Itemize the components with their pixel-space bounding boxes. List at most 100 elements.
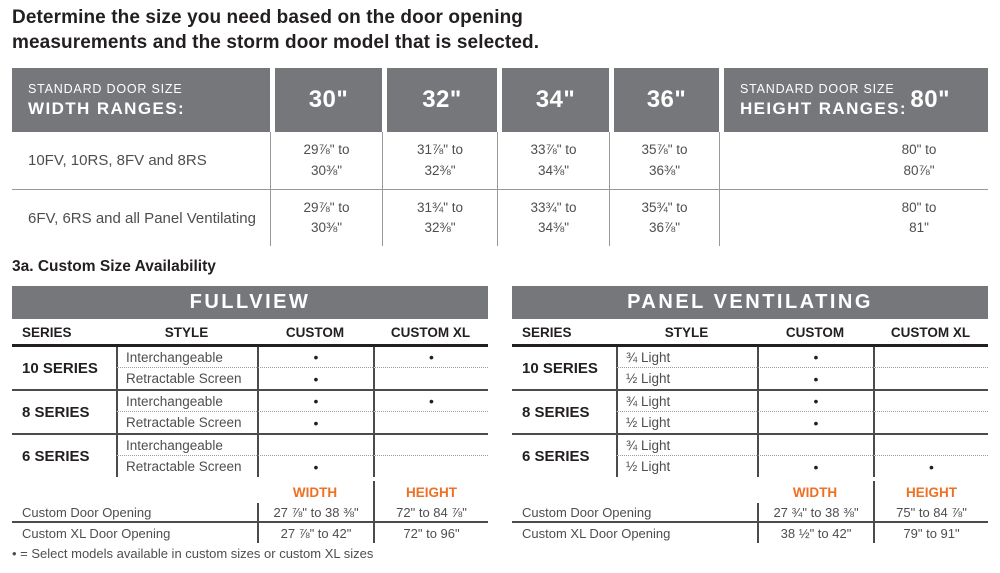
width-range-value: 33¾" to 34⅜" bbox=[497, 190, 609, 246]
custom-xl-width-range: 38 ½" to 42" bbox=[757, 523, 873, 543]
column-header-style: STYLE bbox=[164, 325, 209, 340]
column-header-custom: CUSTOM bbox=[285, 325, 345, 340]
height-header: HEIGHT bbox=[873, 481, 988, 503]
height-column-80: 80" bbox=[910, 86, 950, 113]
custom-xl-door-opening-row: Custom XL Door Opening 27 ⅞" to 42" 72" … bbox=[12, 523, 488, 543]
height-ranges-header-label: STANDARD DOOR SIZE HEIGHT RANGES: bbox=[740, 82, 907, 119]
dot-legend-footnote: • = Select models available in custom si… bbox=[12, 546, 374, 561]
width-column-30: 30" bbox=[270, 68, 382, 132]
standard-door-size-table: STANDARD DOOR SIZE WIDTH RANGES: 30" 32"… bbox=[12, 68, 988, 246]
style-label: ¾ Light bbox=[616, 435, 757, 456]
width-column-36: 36" bbox=[609, 68, 719, 132]
series-label: 6 SERIES bbox=[522, 447, 590, 465]
style-label: Retractable Screen bbox=[116, 456, 257, 477]
width-range-value: 31⅞" to 32⅜" bbox=[382, 132, 497, 189]
standard-size-header-row: STANDARD DOOR SIZE WIDTH RANGES: 30" 32"… bbox=[12, 68, 988, 132]
width-column-32: 32" bbox=[382, 68, 497, 132]
width-header: WIDTH bbox=[792, 484, 838, 500]
page-title: Determine the size you need based on the… bbox=[12, 7, 540, 54]
height-ranges-header-cell: STANDARD DOOR SIZE HEIGHT RANGES: 80" bbox=[719, 68, 988, 132]
custom-xl-height-range: 72" to 96" bbox=[373, 523, 488, 543]
custom-xl-availability-dot bbox=[373, 368, 488, 389]
style-label: Retractable Screen bbox=[116, 412, 257, 433]
width-header: WIDTH bbox=[292, 484, 338, 500]
column-header-style: STYLE bbox=[664, 325, 709, 340]
fullview-column-headers: SERIES STYLE CUSTOM CUSTOM XL bbox=[12, 321, 488, 347]
style-label: ½ Light bbox=[616, 412, 757, 433]
size-row-label: Custom Door Opening bbox=[522, 504, 652, 520]
fullview-size-headers: WIDTH HEIGHT bbox=[12, 477, 488, 503]
series-label: 10 SERIES bbox=[522, 359, 598, 377]
width-range-value: 33⅞" to 34⅜" bbox=[497, 132, 609, 189]
custom-height-range: 75" to 84 ⅞" bbox=[873, 503, 988, 521]
height-range-cell: 80" to 80⅞" bbox=[719, 132, 988, 189]
custom-size-heading: 3a. Custom Size Availability bbox=[12, 258, 216, 275]
row-label: 6FV, 6RS and all Panel Ventilating bbox=[28, 209, 256, 227]
custom-availability-dot: • bbox=[257, 347, 373, 368]
style-label: Interchangeable bbox=[116, 435, 257, 456]
height-range-value: 80" to 81" bbox=[901, 199, 937, 235]
width-ranges-header-line1: STANDARD DOOR SIZE bbox=[28, 81, 183, 96]
style-label: Interchangeable bbox=[116, 391, 257, 412]
height-range-value: 80" to 80⅞" bbox=[901, 142, 937, 178]
custom-availability-dot: • bbox=[757, 368, 873, 389]
column-header-custom: CUSTOM bbox=[785, 325, 845, 340]
custom-availability-dot: • bbox=[757, 391, 873, 412]
style-label: Retractable Screen bbox=[116, 368, 257, 389]
series-group-8: 8 SERIES ¾ Light • ½ Light • bbox=[512, 389, 988, 433]
custom-xl-availability-dot: • bbox=[873, 456, 988, 477]
series-group-10: 10 SERIES ¾ Light • ½ Light • bbox=[512, 347, 988, 389]
custom-xl-availability-dot bbox=[873, 347, 988, 368]
series-group-8: 8 SERIES Interchangeable • • Retractable… bbox=[12, 389, 488, 433]
panel-ventilating-title-bar: PANEL VENTILATING bbox=[512, 286, 988, 319]
column-header-custom-xl: CUSTOM XL bbox=[390, 325, 471, 340]
style-label: ¾ Light bbox=[616, 391, 757, 412]
series-group-6: 6 SERIES ¾ Light ½ Light • • bbox=[512, 433, 988, 477]
custom-height-range: 72" to 84 ⅞" bbox=[373, 503, 488, 521]
custom-door-opening-row: Custom Door Opening 27 ⅞" to 38 ⅜" 72" t… bbox=[12, 503, 488, 523]
style-label: ¾ Light bbox=[616, 347, 757, 368]
width-range-value: 31¾" to 32⅜" bbox=[382, 190, 497, 246]
custom-availability-dot: • bbox=[257, 391, 373, 412]
custom-xl-door-opening-row: Custom XL Door Opening 38 ½" to 42" 79" … bbox=[512, 523, 988, 543]
custom-availability-dot bbox=[257, 435, 373, 456]
row-label: 10FV, 10RS, 8FV and 8RS bbox=[28, 152, 207, 169]
fullview-table: FULLVIEW SERIES STYLE CUSTOM CUSTOM XL 1… bbox=[12, 286, 488, 543]
custom-width-range: 27 ¾" to 38 ⅜" bbox=[757, 503, 873, 521]
size-row-label: Custom XL Door Opening bbox=[522, 525, 671, 541]
height-ranges-header-line2: HEIGHT RANGES: bbox=[740, 98, 907, 118]
custom-availability-dot bbox=[757, 435, 873, 456]
panel-size-headers: WIDTH HEIGHT bbox=[512, 477, 988, 503]
height-range-cell: 80" to 81" bbox=[719, 190, 988, 246]
custom-xl-availability-dot bbox=[373, 456, 488, 477]
height-ranges-header-line1: STANDARD DOOR SIZE bbox=[740, 81, 895, 96]
width-ranges-header-cell: STANDARD DOOR SIZE WIDTH RANGES: bbox=[12, 68, 270, 132]
custom-xl-height-range: 79" to 91" bbox=[873, 523, 988, 543]
series-group-10: 10 SERIES Interchangeable • • Retractabl… bbox=[12, 347, 488, 389]
size-row-label: Custom Door Opening bbox=[22, 504, 152, 520]
custom-xl-availability-dot bbox=[873, 391, 988, 412]
table-row-10fv: 10FV, 10RS, 8FV and 8RS 29⅞" to 30⅜" 31⅞… bbox=[12, 132, 988, 189]
style-label: ½ Light bbox=[616, 456, 757, 477]
custom-xl-availability-dot: • bbox=[373, 391, 488, 412]
custom-availability-dot: • bbox=[757, 412, 873, 433]
custom-xl-availability-dot bbox=[373, 435, 488, 456]
style-label: Interchangeable bbox=[116, 347, 257, 368]
custom-xl-availability-dot bbox=[873, 412, 988, 433]
custom-availability-dot: • bbox=[757, 347, 873, 368]
custom-xl-availability-dot: • bbox=[373, 347, 488, 368]
series-group-6: 6 SERIES Interchangeable Retractable Scr… bbox=[12, 433, 488, 477]
panel-ventilating-table: PANEL VENTILATING SERIES STYLE CUSTOM CU… bbox=[512, 286, 988, 543]
column-header-custom-xl: CUSTOM XL bbox=[890, 325, 971, 340]
custom-width-range: 27 ⅞" to 38 ⅜" bbox=[257, 503, 373, 521]
style-label: ½ Light bbox=[616, 368, 757, 389]
panel-column-headers: SERIES STYLE CUSTOM CUSTOM XL bbox=[512, 321, 988, 347]
series-label: 6 SERIES bbox=[22, 447, 90, 465]
column-header-series: SERIES bbox=[22, 325, 72, 340]
width-ranges-header-line2: WIDTH RANGES: bbox=[28, 98, 186, 118]
size-row-label: Custom XL Door Opening bbox=[22, 525, 171, 541]
series-label: 8 SERIES bbox=[522, 403, 590, 421]
availability-tables: FULLVIEW SERIES STYLE CUSTOM CUSTOM XL 1… bbox=[12, 286, 988, 543]
width-range-value: 29⅞" to 30⅜" bbox=[270, 190, 382, 246]
